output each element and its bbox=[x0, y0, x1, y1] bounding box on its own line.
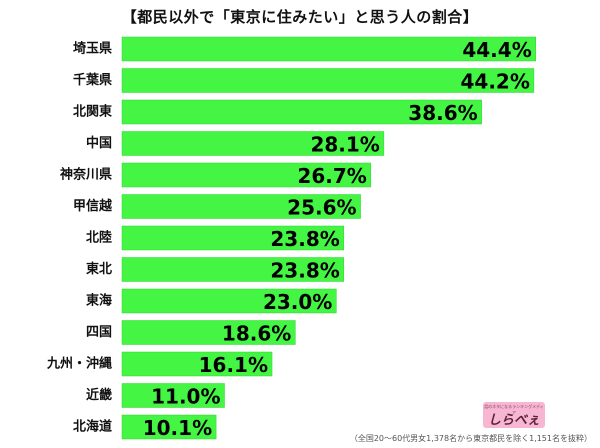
category-label: 九州・沖縄 bbox=[46, 356, 112, 372]
shirabee-logo: 話のネタになるランキングメディア しらべぇ bbox=[483, 402, 545, 428]
bar bbox=[121, 131, 385, 156]
bar bbox=[121, 194, 361, 219]
bar bbox=[121, 99, 482, 125]
category-label: 東海 bbox=[86, 293, 112, 309]
category-label: 東北 bbox=[86, 261, 112, 277]
category-label: 埼玉県 bbox=[73, 41, 112, 57]
bar bbox=[121, 288, 337, 314]
value-label: 38.6% bbox=[408, 101, 477, 125]
value-label: 11.0% bbox=[151, 385, 220, 409]
bar bbox=[121, 320, 296, 345]
bar bbox=[121, 351, 273, 377]
category-label: 北陸 bbox=[86, 230, 112, 246]
bar bbox=[121, 162, 372, 188]
category-label: 近畿 bbox=[86, 387, 112, 403]
value-label: 10.1% bbox=[143, 416, 212, 440]
bar bbox=[121, 36, 536, 62]
value-label: 18.6% bbox=[222, 322, 291, 346]
value-label: 44.2% bbox=[460, 70, 529, 94]
chart-title: 【都民以外で「東京に住みたい」と思う人の割合】 bbox=[121, 8, 479, 26]
value-label: 44.4% bbox=[462, 38, 531, 62]
category-label: 北関東 bbox=[73, 104, 112, 120]
value-label: 23.8% bbox=[270, 227, 339, 251]
category-label: 甲信越 bbox=[73, 198, 113, 214]
category-label: 四国 bbox=[86, 325, 112, 340]
logo-tagline: 話のネタになるランキングメディア bbox=[484, 404, 544, 415]
value-label: 23.0% bbox=[263, 290, 332, 314]
value-label: 26.7% bbox=[297, 164, 366, 188]
survey-footnote: （全国20〜60代男女1,378名から東京都民を除く1,151名を抜粋） bbox=[349, 434, 592, 443]
bar bbox=[121, 68, 535, 93]
value-label: 25.6% bbox=[287, 196, 356, 220]
bar bbox=[121, 414, 217, 440]
category-label: 中国 bbox=[86, 135, 112, 151]
category-label: 神奈川県 bbox=[60, 167, 112, 183]
category-label: 千葉県 bbox=[73, 72, 112, 88]
value-label: 23.8% bbox=[270, 259, 339, 283]
bar bbox=[121, 257, 345, 282]
value-label: 28.1% bbox=[310, 133, 379, 157]
value-label: 16.1% bbox=[199, 353, 268, 377]
category-label: 北海道 bbox=[73, 419, 112, 435]
bar bbox=[121, 383, 225, 408]
bar bbox=[121, 225, 345, 251]
logo-text: しらべぇ bbox=[487, 413, 540, 428]
